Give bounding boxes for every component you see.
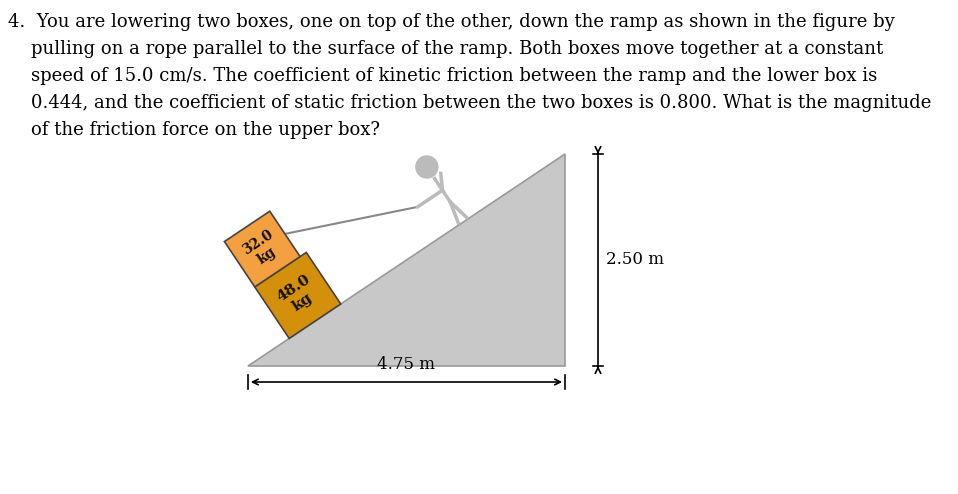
Text: 32.0
kg: 32.0 kg — [240, 227, 285, 271]
Polygon shape — [224, 211, 300, 287]
Text: of the friction force on the upper box?: of the friction force on the upper box? — [8, 121, 380, 139]
Text: 0.444, and the coefficient of static friction between the two boxes is 0.800. Wh: 0.444, and the coefficient of static fri… — [8, 94, 931, 112]
Text: 4.75 m: 4.75 m — [377, 356, 436, 373]
Text: 4.  You are lowering two boxes, one on top of the other, down the ramp as shown : 4. You are lowering two boxes, one on to… — [8, 13, 895, 31]
Text: pulling on a rope parallel to the surface of the ramp. Both boxes move together : pulling on a rope parallel to the surfac… — [8, 40, 883, 58]
Text: speed of 15.0 cm/s. The coefficient of kinetic friction between the ramp and the: speed of 15.0 cm/s. The coefficient of k… — [8, 67, 878, 85]
Circle shape — [416, 156, 438, 178]
Text: 2.50 m: 2.50 m — [606, 251, 664, 269]
Polygon shape — [248, 154, 565, 366]
Text: 48.0
kg: 48.0 kg — [274, 273, 322, 318]
Polygon shape — [255, 252, 341, 338]
